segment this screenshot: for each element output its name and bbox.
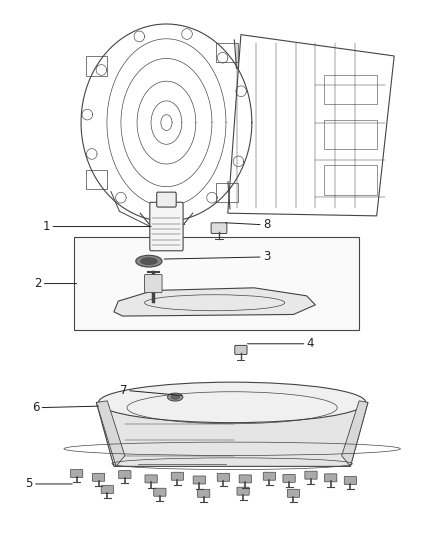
Ellipse shape [168, 393, 183, 401]
Text: 7: 7 [120, 384, 182, 397]
FancyBboxPatch shape [211, 223, 227, 233]
FancyBboxPatch shape [71, 470, 83, 478]
Text: 6: 6 [32, 401, 99, 414]
Polygon shape [96, 402, 368, 466]
Text: 3: 3 [164, 251, 270, 263]
FancyBboxPatch shape [171, 472, 184, 480]
FancyBboxPatch shape [145, 475, 157, 483]
FancyBboxPatch shape [119, 471, 131, 479]
FancyBboxPatch shape [283, 474, 295, 482]
FancyBboxPatch shape [217, 473, 230, 481]
Text: 5: 5 [25, 478, 72, 490]
Ellipse shape [99, 382, 366, 423]
FancyBboxPatch shape [157, 192, 176, 207]
FancyBboxPatch shape [325, 474, 337, 482]
FancyBboxPatch shape [263, 472, 276, 480]
Ellipse shape [141, 258, 157, 265]
FancyBboxPatch shape [101, 486, 113, 494]
Polygon shape [342, 401, 368, 466]
FancyBboxPatch shape [193, 476, 205, 484]
Ellipse shape [171, 395, 180, 399]
FancyBboxPatch shape [287, 489, 300, 497]
FancyBboxPatch shape [92, 473, 105, 481]
FancyBboxPatch shape [235, 345, 247, 354]
FancyBboxPatch shape [150, 203, 183, 251]
FancyBboxPatch shape [344, 477, 357, 484]
Polygon shape [114, 288, 315, 316]
Text: 2: 2 [34, 277, 77, 290]
Bar [74, 237, 359, 330]
FancyBboxPatch shape [239, 475, 251, 483]
Text: 1: 1 [43, 220, 151, 233]
FancyBboxPatch shape [237, 487, 249, 495]
FancyBboxPatch shape [145, 274, 162, 293]
Polygon shape [96, 401, 125, 466]
FancyBboxPatch shape [154, 488, 166, 496]
Text: 4: 4 [247, 337, 314, 350]
FancyBboxPatch shape [305, 471, 317, 479]
Text: 8: 8 [226, 219, 270, 231]
FancyBboxPatch shape [198, 489, 210, 497]
Ellipse shape [136, 255, 162, 267]
